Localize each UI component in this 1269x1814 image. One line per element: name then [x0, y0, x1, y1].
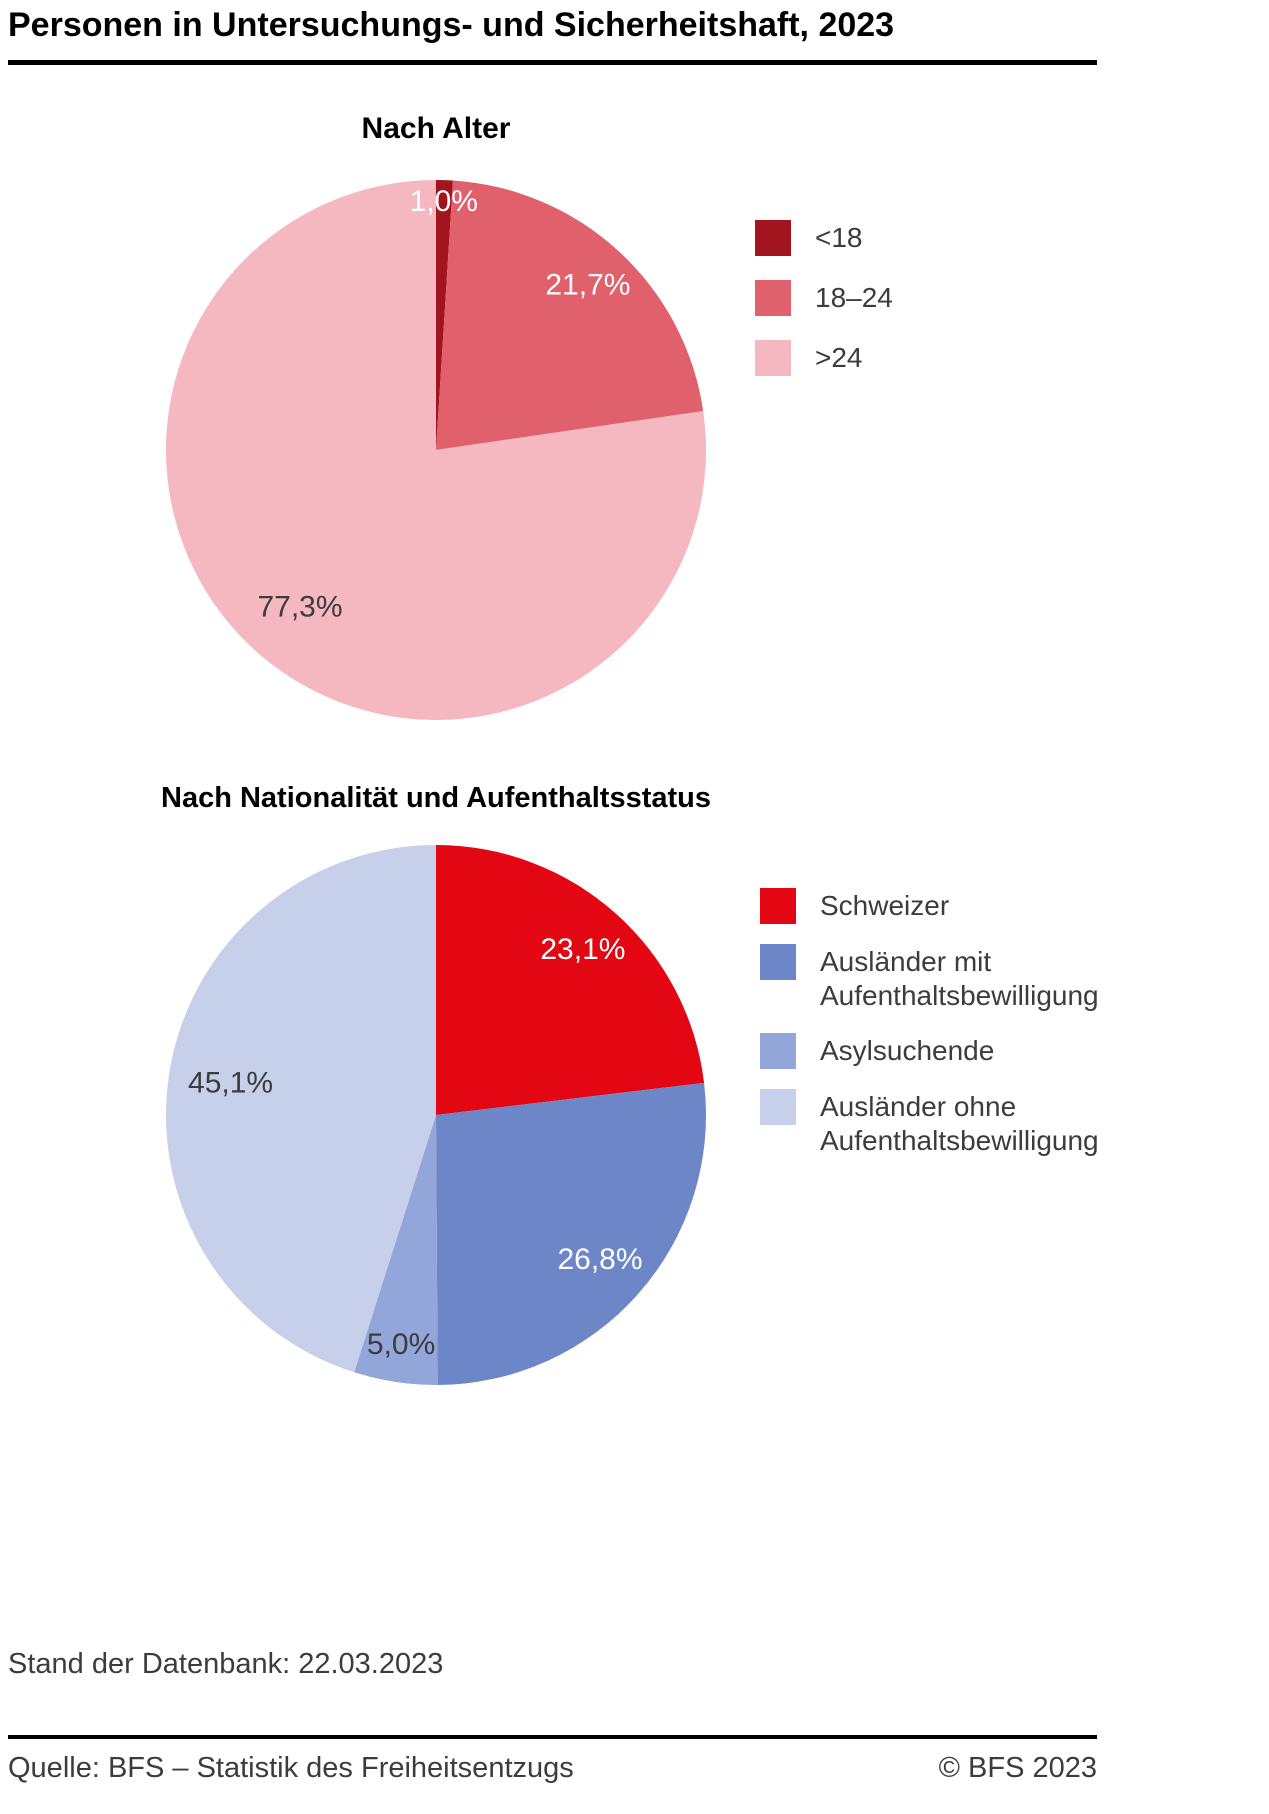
legend-label: <18	[815, 222, 863, 253]
chart-age-title: Nach Alter	[361, 112, 511, 145]
pie-slice-2	[166, 180, 707, 720]
legend-item: Ausländer mit Aufenthaltsbewilligung	[760, 944, 1100, 1013]
legend-label: >24	[815, 342, 863, 373]
page-title: Personen in Untersuchungs- und Sicherhei…	[8, 6, 895, 44]
pie-slice-value-label: 45,1%	[188, 1067, 273, 1100]
pie-slice-value-label: 77,3%	[257, 591, 342, 624]
pie-slice-value-label: 21,7%	[545, 269, 630, 302]
legend-swatch	[760, 944, 796, 980]
legend-label: 18–24	[815, 282, 893, 313]
legend-item: Ausländer ohne Aufenthaltsbewilligung	[760, 1089, 1100, 1158]
legend-swatch	[760, 888, 796, 924]
legend-age: <18 18–24 >24	[755, 220, 1085, 376]
chart-nationality-title: Nach Nationalität und Aufenthaltsstatus	[161, 782, 711, 814]
pie-slice-value-label: 23,1%	[540, 933, 625, 966]
legend-label: Asylsuchende	[820, 1035, 995, 1066]
pie-slice-3	[166, 845, 436, 1373]
source-text: Quelle: BFS – Statistik des Freiheitsent…	[8, 1752, 574, 1784]
pie-slice-0	[436, 180, 453, 450]
legend-swatch	[755, 220, 791, 256]
database-status: Stand der Datenbank: 22.03.2023	[8, 1648, 444, 1680]
legend-label: Schweizer	[820, 890, 950, 921]
legend-swatch	[755, 280, 791, 316]
legend-item: Asylsuchende	[760, 1033, 1100, 1069]
legend-item: >24	[755, 340, 1085, 376]
legend-label: Ausländer mit Aufenthaltsbewilligung	[820, 946, 1099, 1011]
pie-chart-age: 1,0% 21,7% 77,3%	[166, 180, 707, 720]
pie-slice-2	[354, 1115, 438, 1385]
pie-chart-nationality: 23,1% 26,8% 5,0% 45,1%	[166, 845, 707, 1385]
legend-swatch	[760, 1089, 796, 1125]
legend-label: Ausländer ohne Aufenthaltsbewilligung	[820, 1091, 1099, 1156]
pie-slice-1	[436, 180, 704, 450]
legend-nationality: Schweizer Ausländer mit Aufenthaltsbewill…	[760, 888, 1100, 1158]
copyright-text: © BFS 2023	[938, 1752, 1097, 1784]
footer-divider	[8, 1735, 1097, 1739]
legend-item: <18	[755, 220, 1085, 256]
pie-slice-value-label: 26,8%	[557, 1243, 642, 1276]
pie-slice-value-label: 5,0%	[367, 1328, 435, 1361]
pie-slice-1	[436, 1082, 707, 1385]
legend-swatch	[755, 340, 791, 376]
legend-item: 18–24	[755, 280, 1085, 316]
footer: Quelle: BFS – Statistik des Freiheitsent…	[8, 1752, 1097, 1785]
pie-slice-value-label: 1,0%	[410, 185, 478, 218]
title-divider	[8, 60, 1097, 65]
legend-swatch	[760, 1033, 796, 1069]
pie-slice-0	[436, 845, 705, 1115]
legend-item: Schweizer	[760, 888, 1100, 924]
